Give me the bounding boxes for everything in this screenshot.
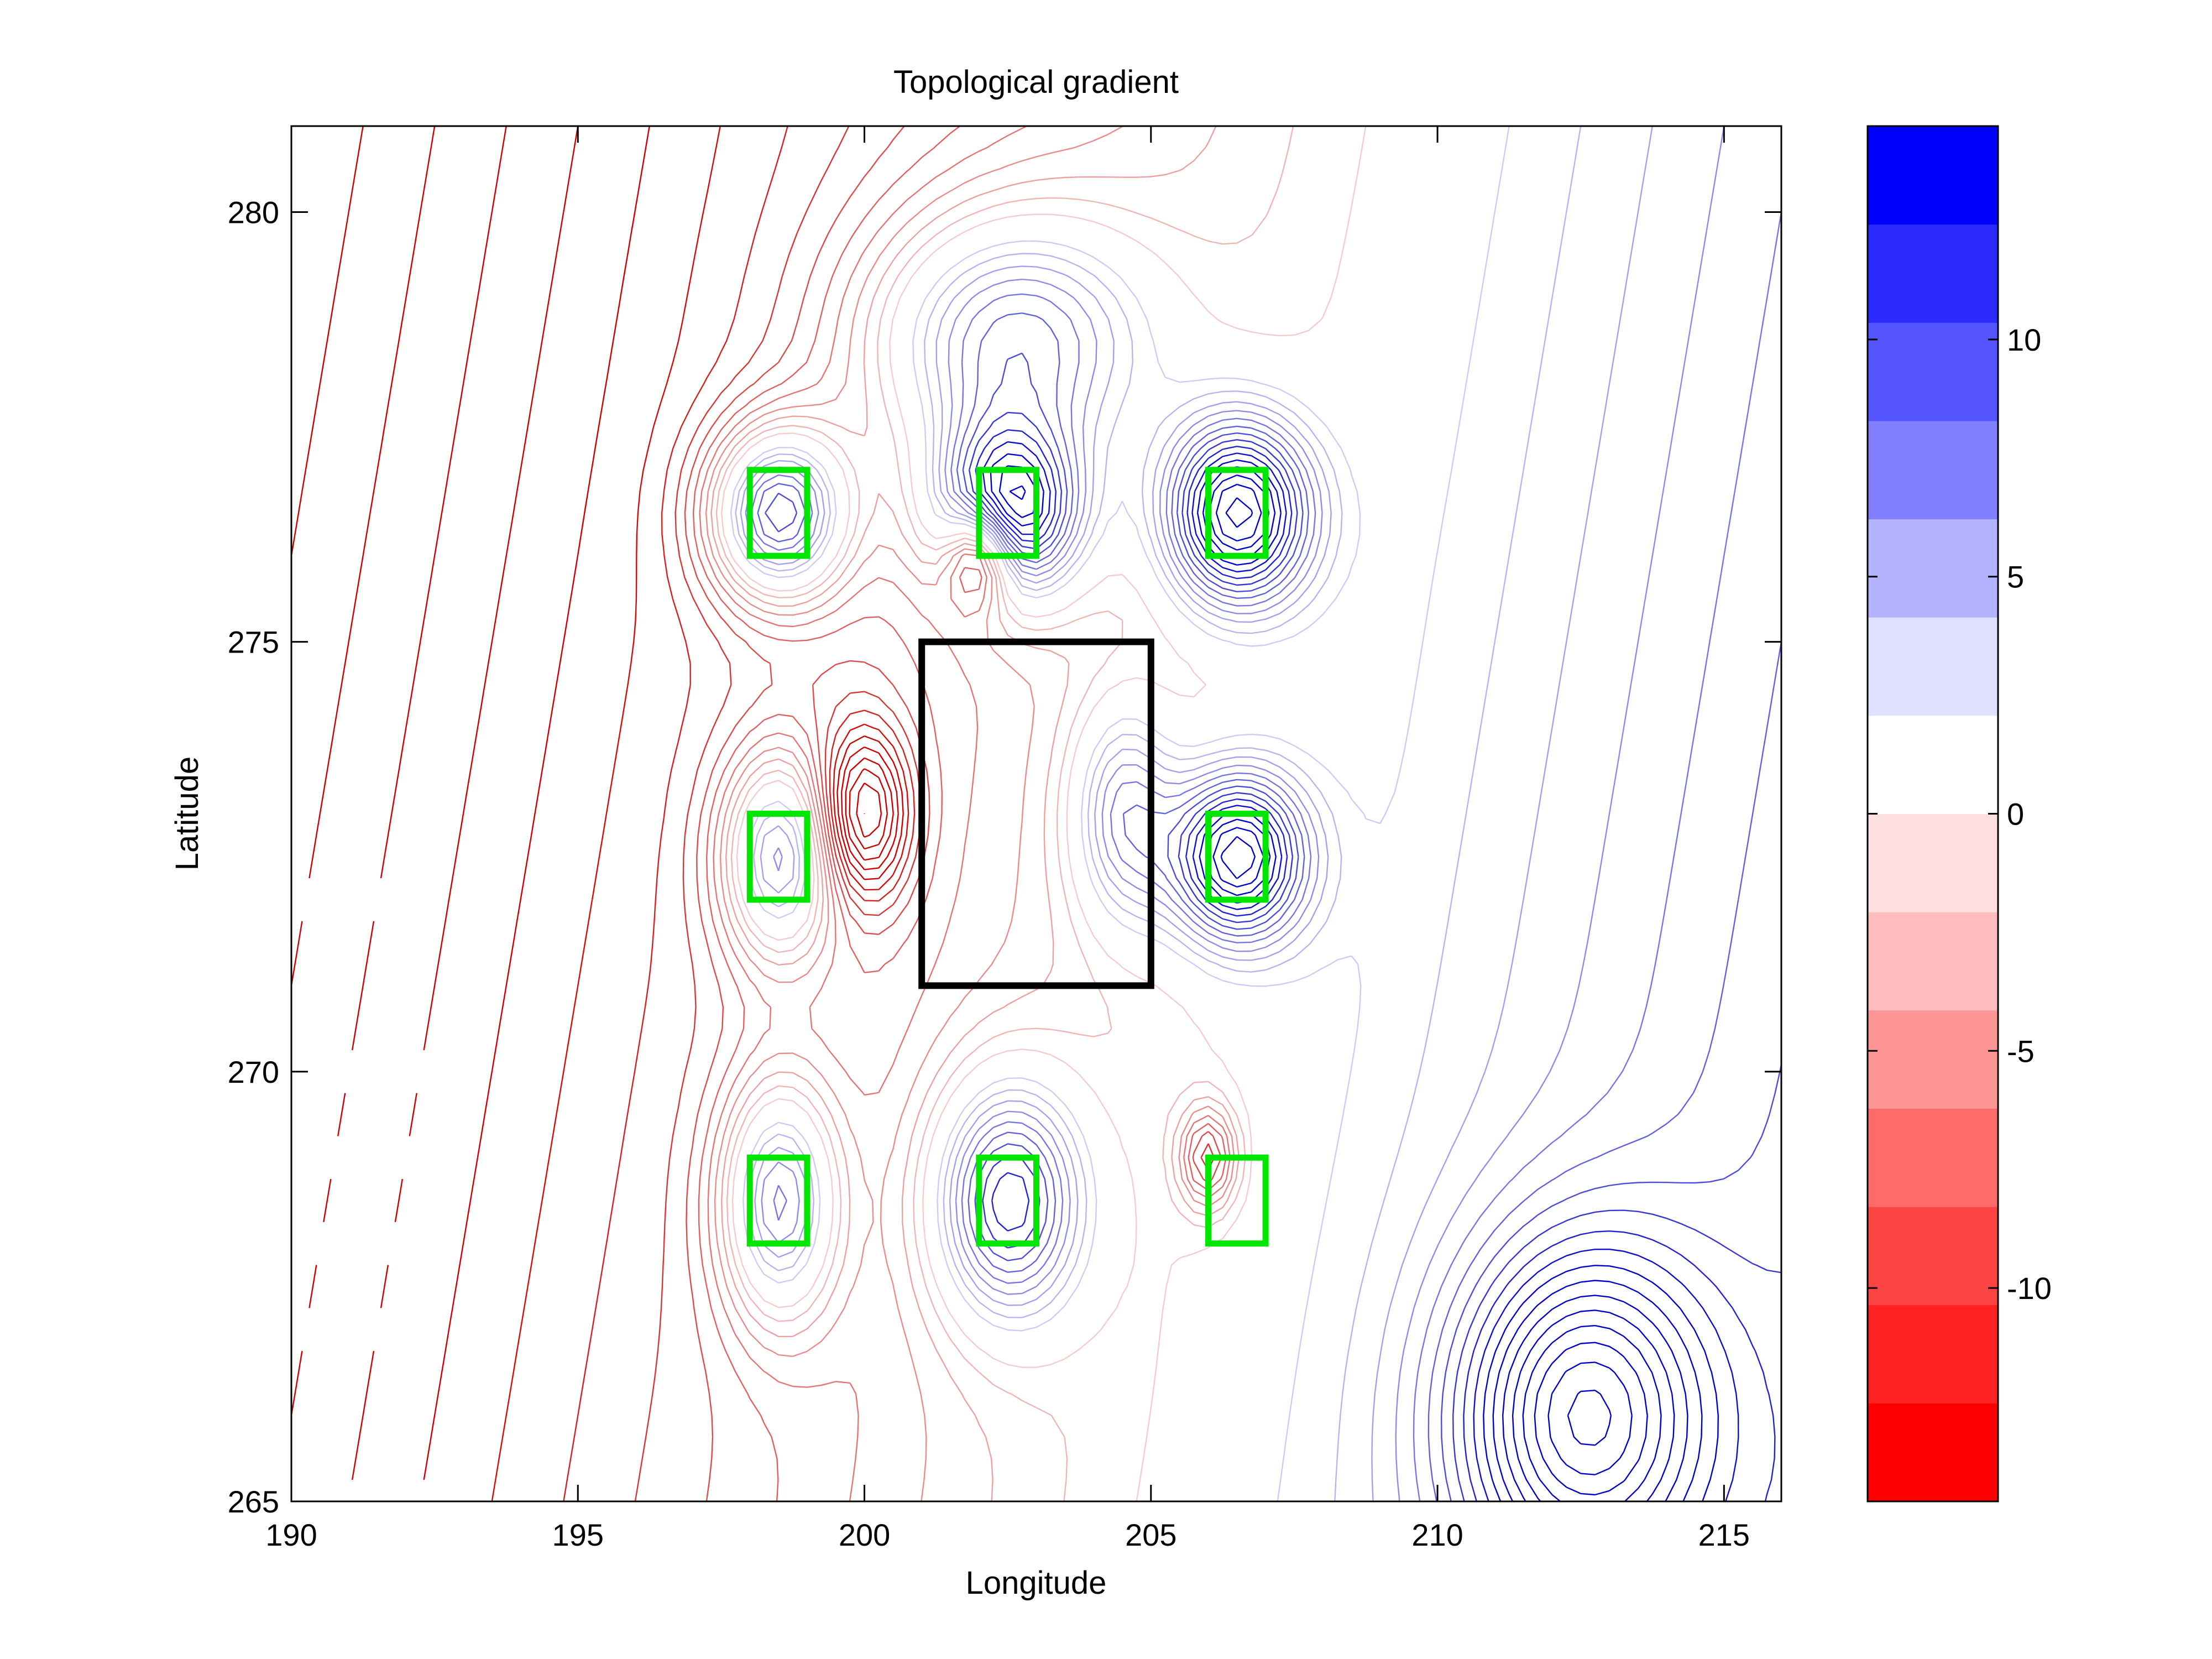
y-tick-label: 275 [228,625,279,660]
annotation-boxes [746,467,1269,1247]
green-box [746,467,810,559]
colorbar [1868,126,1998,1502]
green-box [746,1154,810,1247]
x-tick-label: 190 [265,1517,317,1552]
contour-level [990,453,1719,1501]
black-box [918,638,1154,989]
contour-level [1547,1361,1633,1475]
contour-level [1567,1390,1612,1446]
y-axis-ticks: 265 270 275 280 [228,195,1781,1519]
colorbar-band [1868,617,1998,716]
contour-level [699,126,1231,1501]
colorbar-ticks: 10 5 0 -5 -10 [1868,322,2052,1306]
contour-level [491,126,909,1501]
green-box [1205,811,1269,903]
contour-level [692,126,1227,1501]
contour-level [750,212,1781,1501]
colorbar-band [1868,322,1998,421]
contour-level [291,126,894,1416]
x-tick-label: 200 [839,1517,890,1552]
contour-level [423,126,904,1480]
x-axis-label: Longitude [966,1565,1107,1601]
contour-level [351,126,899,1480]
x-tick-label: 195 [552,1517,604,1552]
contour-level [291,126,882,838]
contour-level [715,126,1294,1501]
contour-level [634,126,1215,1501]
chart-title: Topological gradient [893,64,1179,100]
contour-level [968,411,1781,1501]
colorbar-tick-label: 10 [2007,322,2041,357]
colorbar-tick-label: 0 [2007,797,2024,832]
y-tick-label: 265 [228,1484,279,1519]
contour-level [563,126,916,1501]
contour-level [291,126,888,986]
x-tick-label: 205 [1125,1517,1176,1552]
contour-level [735,126,1582,1501]
contour-level [982,441,1739,1501]
contour-level [1225,497,1662,1501]
green-box [1205,467,1269,559]
colorbar-tick-label: -5 [2007,1034,2035,1068]
colorbar-band [1868,1108,1998,1207]
colorbar-band [1868,420,1998,520]
contour-level [1534,1342,1648,1496]
y-axis-label: Latitude [169,757,205,870]
colorbar-tick-label: 5 [2007,560,2024,594]
colorbar-band [1868,224,1998,323]
colorbar-band [1868,715,1998,814]
x-tick-label: 215 [1698,1517,1750,1552]
colorbar-band [1868,912,1998,1011]
x-tick-label: 210 [1411,1517,1463,1552]
colorbar-tick-label: -10 [2007,1271,2052,1306]
contour-level [1215,483,1675,1501]
y-tick-label: 270 [228,1055,279,1089]
x-axis-ticks: 190 195 200 205 210 215 [265,126,1750,1552]
colorbar-band [1868,1010,1998,1109]
contour-level [757,312,1781,1501]
green-box [1205,1154,1269,1247]
green-box [746,811,810,903]
contour-level [730,126,1510,1501]
contour-level [975,429,1776,1501]
colorbar-band [1868,1403,1998,1502]
colorbar-band [1868,519,1998,618]
plot-frame [290,125,1782,1503]
colorbar-band [1868,1305,1998,1404]
green-box [976,1154,1040,1247]
colorbar-band [1868,126,1998,225]
contour-level [705,126,1235,1501]
green-box [976,467,1040,559]
colorbar-band [1868,813,1998,912]
colorbar-band [1868,1207,1998,1306]
y-tick-label: 280 [228,195,279,229]
contour-level [765,352,1781,1501]
contour-level [710,126,1240,1501]
contour-lines [291,126,1781,1501]
